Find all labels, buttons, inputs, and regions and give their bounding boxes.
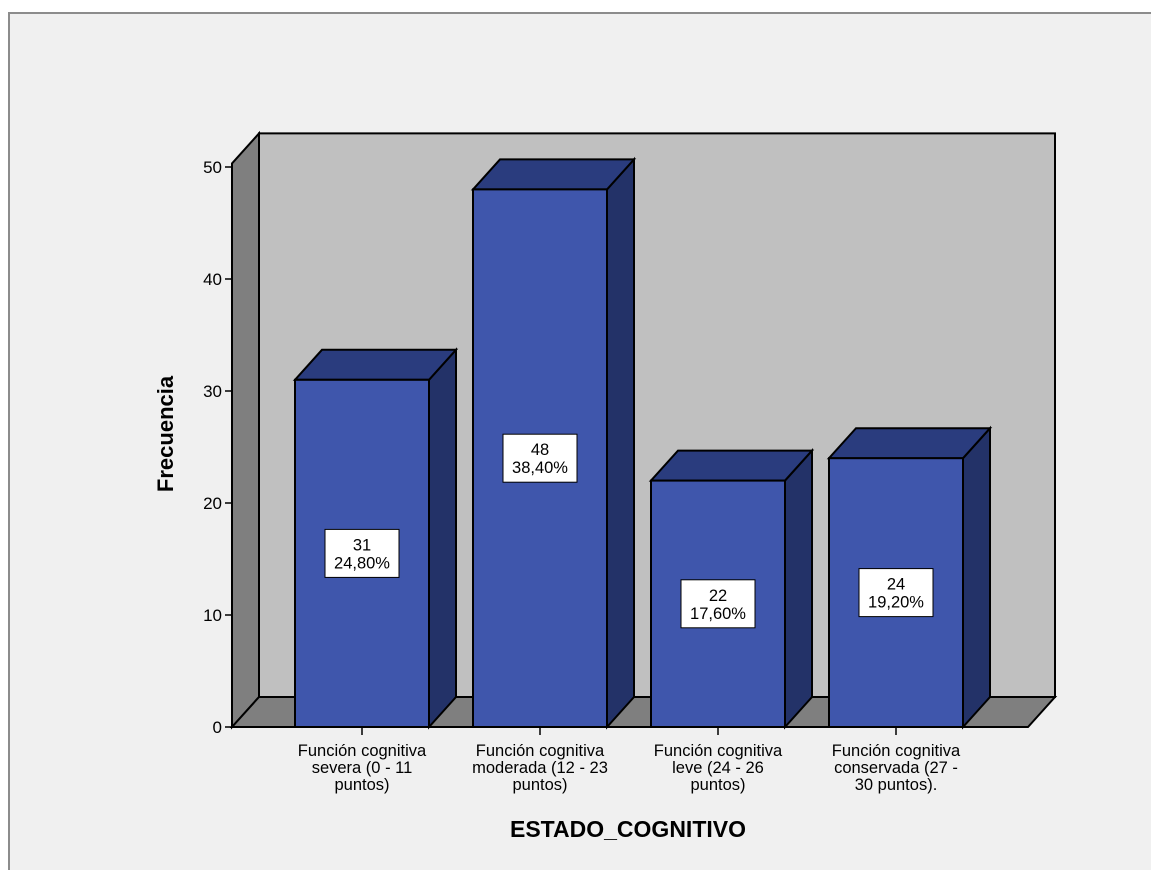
y-tick-label: 40 [203,270,222,289]
side-wall [231,130,260,730]
data-label-percent: 17,60% [690,605,746,623]
bar-top [292,348,459,381]
data-label-count: 31 [353,536,371,554]
data-label-percent: 19,20% [868,594,924,612]
x-tick-label: Función cognitiva leve (24 - 26 puntos) [654,742,783,794]
y-tick-label: 30 [203,382,222,401]
data-label-count: 48 [531,441,549,459]
data-label-percent: 24,80% [334,554,390,572]
data-label-box [324,528,400,578]
y-tick-label: 10 [203,606,222,625]
data-label-count: 22 [709,587,727,605]
data-label-count: 24 [887,576,905,594]
bar-side [606,156,635,730]
bar-top [826,427,993,460]
bar-top [470,158,637,191]
y-tick-label: 20 [203,494,222,513]
data-label-percent: 38,40% [512,459,568,477]
y-tick-label: 50 [203,158,222,177]
y-axis-title: Frecuencia [153,375,178,492]
data-label-box [502,433,578,483]
x-tick-label: Función cognitiva moderada (12 - 23 puntos… [472,742,608,794]
data-label-box [680,579,756,629]
bar-side [784,447,813,730]
chart-frame: 0 10 20 30 40 50 31 24,80% 48 38,40% 22 17,60% 24 19… [8,12,1151,870]
y-tick-label: 0 [213,718,222,737]
bar-side [428,347,457,730]
bar-top [648,449,815,482]
x-axis-title: ESTADO_COGNITIVO [510,816,746,842]
x-tick-label: Función cognitiva severa (0 - 11 puntos) [298,742,427,794]
bar-side [962,425,991,730]
data-label-box [858,568,934,618]
x-tick-label: Función cognitiva conservada (27 -30 punt… [832,742,961,794]
